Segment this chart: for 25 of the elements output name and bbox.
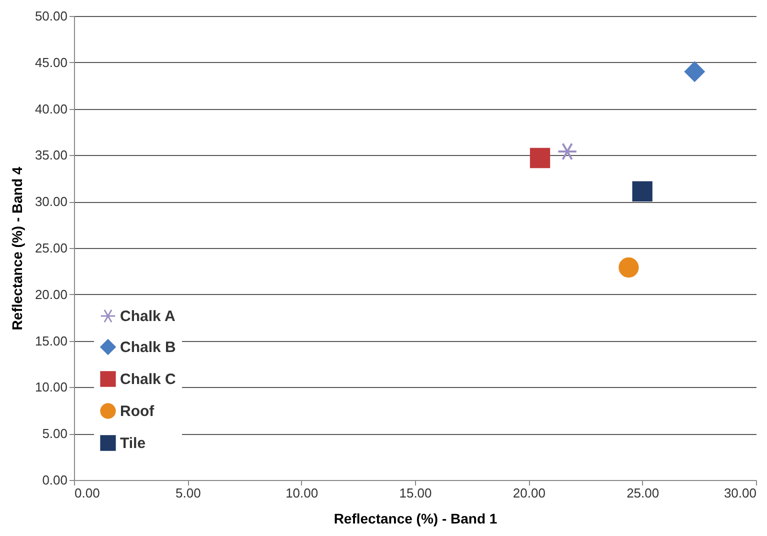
x-tick-label: 20.00 (512, 486, 546, 500)
legend-label: Tile (120, 435, 146, 452)
x-tick-label: 15.00 (399, 486, 432, 500)
y-tick-label: 5.00 (42, 426, 68, 442)
x-tick-label: 5.00 (176, 486, 201, 500)
legend-label: Chalk B (120, 339, 176, 356)
y-tick-label: 10.00 (34, 380, 68, 395)
x-tick-label: 10.00 (286, 486, 318, 500)
y-tick-label: 25.00 (34, 240, 68, 256)
y-tick-label: 20.00 (34, 286, 68, 302)
y-tick-label: 30.00 (34, 194, 68, 210)
y-tick-label: 45.00 (34, 54, 68, 70)
y-tick-label: 0.00 (42, 472, 68, 488)
x-axis-title: Reflectance (%) - Band 1 (334, 510, 498, 526)
y-tick-label: 40.00 (34, 101, 68, 116)
x-tick-label: 0.00 (74, 486, 100, 500)
y-tick-label: 35.00 (34, 148, 68, 163)
y-tick-label: 15.00 (34, 333, 68, 348)
x-tick-label: 30.00 (724, 486, 756, 500)
legend-label: Chalk A (120, 308, 176, 325)
y-tick-label: 50.00 (34, 8, 68, 24)
legend-label: Chalk C (120, 371, 176, 388)
x-tick-label: 25.00 (626, 486, 660, 500)
legend-label: Roof (120, 403, 156, 420)
y-axis-title: Reflectance (%) - Band 4 (8, 166, 25, 330)
